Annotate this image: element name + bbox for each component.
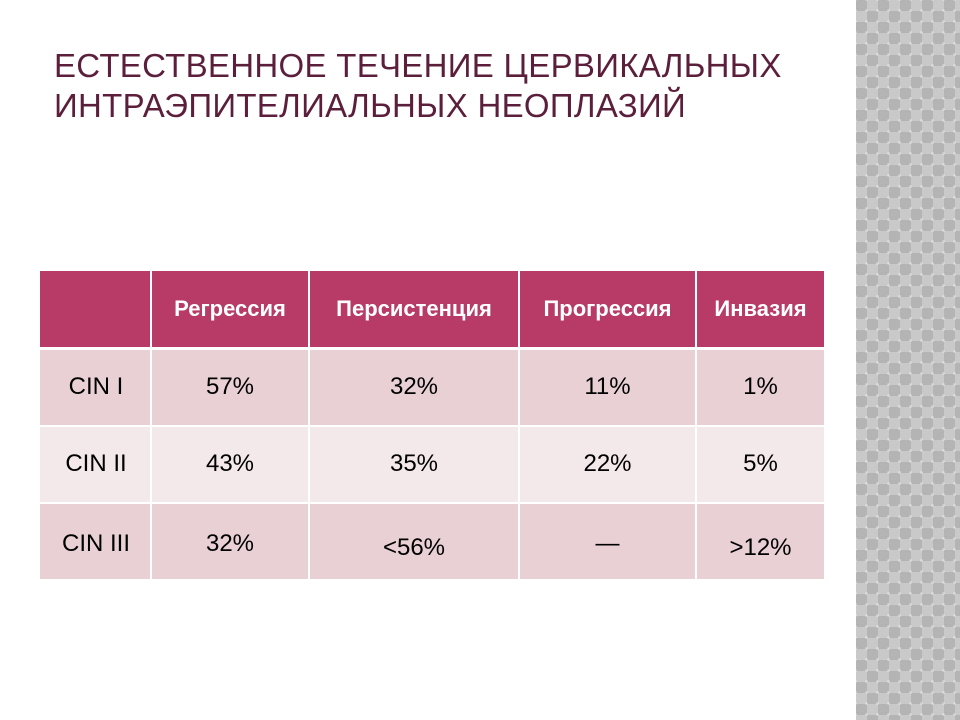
table-header-regression: Регрессия bbox=[150, 270, 310, 350]
table-cell: — bbox=[518, 502, 697, 581]
table-cell: <56% bbox=[308, 502, 520, 581]
table-header-row: Регрессия Персистенция Прогрессия Инвази… bbox=[38, 270, 826, 350]
row-label-cin-3: CIN III bbox=[38, 502, 152, 581]
table-header-invasion: Инвазия bbox=[695, 270, 826, 350]
table-header-persistence: Персистенция bbox=[308, 270, 520, 350]
slide-title: ЕСТЕСТВЕННОЕ ТЕЧЕНИЕ ЦЕРВИКАЛЬНЫХ ИНТРАЭ… bbox=[54, 46, 844, 126]
row-label-cin-1: CIN I bbox=[38, 348, 152, 427]
table-cell: 5% bbox=[695, 425, 826, 504]
slide-title-line-2: ИНТРАЭПИТЕЛИАЛЬНЫХ НЕОПЛАЗИЙ bbox=[54, 87, 687, 124]
table-header-progression: Прогрессия bbox=[518, 270, 697, 350]
table-cell: 1% bbox=[695, 348, 826, 427]
table-row: CIN II 43% 35% 22% 5% bbox=[38, 425, 826, 504]
table-cell: >12% bbox=[695, 502, 826, 581]
table-cell: 43% bbox=[150, 425, 310, 504]
decorative-side-pattern bbox=[856, 0, 960, 720]
table-header-corner bbox=[38, 270, 152, 350]
table-row: CIN III 32% <56% — >12% bbox=[38, 502, 826, 581]
table-cell: 32% bbox=[308, 348, 520, 427]
table-cell: 35% bbox=[308, 425, 520, 504]
table-cell: 57% bbox=[150, 348, 310, 427]
table-cell: 11% bbox=[518, 348, 697, 427]
row-label-cin-2: CIN II bbox=[38, 425, 152, 504]
cin-outcomes-table: Регрессия Персистенция Прогрессия Инвази… bbox=[38, 270, 826, 581]
table-cell: 22% bbox=[518, 425, 697, 504]
slide-title-line-1: ЕСТЕСТВЕННОЕ ТЕЧЕНИЕ ЦЕРВИКАЛЬНЫХ bbox=[54, 47, 782, 84]
table-row: CIN I 57% 32% 11% 1% bbox=[38, 348, 826, 427]
table-cell: 32% bbox=[150, 502, 310, 581]
